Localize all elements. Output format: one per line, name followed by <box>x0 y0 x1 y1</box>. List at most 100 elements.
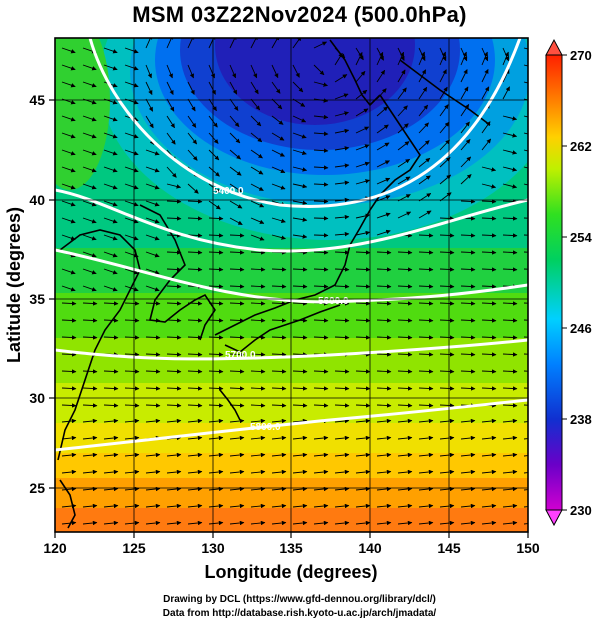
wind-arrow <box>460 301 476 306</box>
wind-arrow <box>481 452 497 458</box>
wind-arrow <box>397 158 411 168</box>
wind-arrow <box>502 51 509 66</box>
wind-arrow <box>418 140 430 151</box>
wind-arrow <box>355 144 370 151</box>
wind-arrow <box>250 267 266 272</box>
wind-arrow <box>124 81 139 88</box>
wind-arrow <box>397 267 413 272</box>
wind-arrow <box>208 250 224 255</box>
wind-arrow <box>82 251 97 258</box>
wind-arrow <box>208 386 224 391</box>
wind-arrow <box>502 233 518 238</box>
x-tick-label: 125 <box>122 540 146 556</box>
wind-arrow <box>292 386 308 391</box>
wind-arrow <box>481 166 497 172</box>
wind-arrow <box>439 386 455 391</box>
wind-arrow <box>82 435 98 441</box>
wind-arrow <box>166 352 182 357</box>
wind-arrow <box>250 81 259 95</box>
wind-arrow <box>145 418 161 424</box>
wind-arrow <box>187 435 203 441</box>
wind-arrow <box>187 216 203 221</box>
wind-arrow <box>502 435 518 441</box>
wind-arrow <box>460 174 472 185</box>
wind-arrow <box>145 335 161 340</box>
wind-arrow <box>502 469 518 475</box>
wind-arrow <box>397 435 413 441</box>
wind-arrow <box>460 69 468 83</box>
wind-arrow <box>439 157 451 168</box>
wind-arrow <box>229 200 243 209</box>
contour-label: 5400.0 <box>213 186 244 197</box>
wind-arrow <box>208 149 220 161</box>
wind-arrow <box>397 141 410 151</box>
wind-arrow <box>334 335 350 340</box>
wind-arrow <box>502 68 510 83</box>
wind-arrow <box>376 106 388 117</box>
wind-arrow <box>61 166 76 173</box>
wind-arrow <box>313 267 329 272</box>
wind-arrow <box>397 335 413 340</box>
wind-arrow <box>355 503 371 509</box>
wind-arrow <box>502 452 518 458</box>
wind-arrow <box>103 469 119 475</box>
wind-arrow <box>418 486 434 492</box>
wind-arrow <box>355 51 363 66</box>
wind-arrow <box>145 98 154 112</box>
wind-arrow <box>145 251 160 258</box>
wind-arrow <box>229 38 237 49</box>
wind-arrow <box>481 68 489 83</box>
wind-arrow <box>208 469 224 475</box>
wind-arrow <box>61 132 76 139</box>
wind-arrow <box>208 284 224 289</box>
wind-arrow <box>271 418 287 424</box>
wind-arrow <box>523 217 528 219</box>
wind-arrow <box>376 469 392 475</box>
wind-arrow <box>208 520 224 526</box>
wind-arrow <box>397 369 413 374</box>
wind-arrow <box>271 284 287 289</box>
wind-arrow <box>313 64 325 76</box>
wind-arrow <box>460 418 476 424</box>
wind-arrow <box>166 64 173 79</box>
wind-arrow <box>292 217 308 222</box>
wind-arrow <box>166 369 182 374</box>
wind-arrow <box>376 418 392 424</box>
wind-arrow <box>439 403 455 408</box>
wind-arrow <box>439 318 455 323</box>
wind-arrow <box>313 403 329 408</box>
wind-arrow <box>523 302 528 304</box>
wind-arrow <box>61 64 76 71</box>
wind-arrow <box>250 520 266 526</box>
wind-arrow <box>187 149 198 161</box>
wind-arrow <box>166 115 175 129</box>
wind-arrow <box>523 251 528 253</box>
wind-arrow <box>250 98 261 111</box>
wind-arrow <box>271 486 287 492</box>
wind-arrow <box>124 318 140 323</box>
wind-arrow <box>397 403 413 408</box>
wind-arrow <box>61 520 77 526</box>
wind-arrow <box>124 149 139 156</box>
wind-arrow <box>523 523 528 525</box>
wind-arrow <box>376 386 392 391</box>
wind-arrow <box>292 81 304 93</box>
wind-arrow <box>355 486 371 492</box>
wind-arrow <box>376 403 392 408</box>
wind-arrow <box>229 469 245 475</box>
wind-arrow <box>334 74 348 83</box>
wind-arrow <box>166 166 177 178</box>
wind-arrow <box>355 435 371 441</box>
wind-arrow <box>292 183 308 189</box>
wind-arrow <box>103 503 119 509</box>
y-tick-label: 25 <box>29 480 45 496</box>
wind-arrow <box>439 104 449 117</box>
wind-arrow <box>271 149 285 157</box>
wind-arrow <box>103 115 118 122</box>
wind-arrow <box>502 403 518 408</box>
colorbar-min-arrow <box>545 509 563 527</box>
wind-arrow <box>103 217 118 224</box>
wind-arrow <box>208 335 224 340</box>
wind-arrow <box>397 87 407 100</box>
colorbar-tick-label: 270 <box>570 48 592 63</box>
